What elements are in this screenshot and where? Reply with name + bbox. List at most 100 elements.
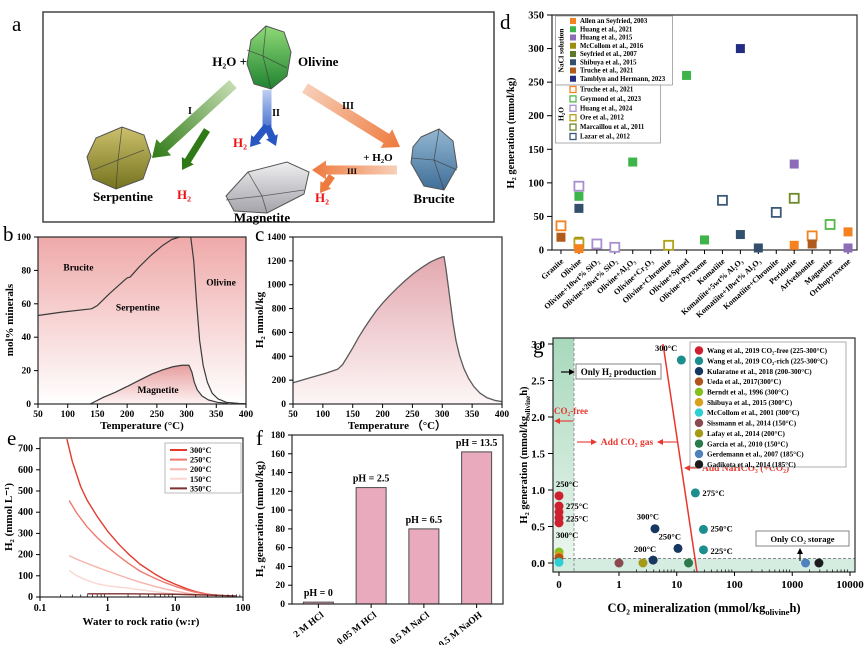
legend-entry-label: McCollom et al., 2001 (300°C) <box>707 409 800 417</box>
region-label: Serpentine <box>116 303 160 313</box>
y-tick-label: 20 <box>276 581 286 591</box>
legend-swatch <box>694 439 704 448</box>
x-axis-label: Water to rock ratio (w:r) <box>83 616 200 628</box>
y-tick-label: 40 <box>22 333 32 343</box>
scatter-point <box>698 545 708 555</box>
arrow-head <box>657 439 663 445</box>
legend-swatch <box>569 123 577 131</box>
legend-entry-label: Ore et al., 2012 <box>580 115 624 122</box>
point-temperature-label: 250°C <box>659 531 681 541</box>
legend-swatch <box>694 429 704 438</box>
panel-c-chart: 50 100 150 200 250 300 350 400 0 200 400 600 800 1000… <box>254 233 509 432</box>
boundary-curve <box>190 236 247 405</box>
boundary-curve <box>90 364 229 405</box>
x-tick-label: 300 <box>179 410 194 420</box>
legend-group: H₂O Truche et al., 2021 Geymond et al., 20… <box>555 84 661 144</box>
y-tick-label: 350 <box>528 11 544 22</box>
legend-entry-label: Shibuya et al., 2015 (300°C) <box>707 399 793 407</box>
legend-entry-label: Huang et al., 2015 <box>580 35 633 42</box>
point-temperature-label: 275°C <box>702 488 724 498</box>
legend-swatch <box>570 26 576 33</box>
only-storage-band <box>553 558 855 572</box>
y-axis-label: mol% minerals <box>4 283 16 356</box>
legend-box <box>164 442 242 494</box>
legend-entry-label: Ueda et al., 2017(300°C) <box>707 378 782 386</box>
magnetite-label: Magnetite <box>234 210 291 225</box>
scatter-point <box>789 159 799 169</box>
panel-e-chart: 0.1 1 10 100 0 100 200 300 400 500 600 700 300°C250°… <box>3 437 251 628</box>
arrow <box>302 83 400 148</box>
x-tick-label: 100 <box>61 410 76 420</box>
plot-frame <box>292 236 503 405</box>
x-tick-label: 1000 <box>781 579 804 591</box>
h2-label: H₂ <box>315 190 329 205</box>
x-tick-label: 10 <box>170 603 180 614</box>
scatter-point <box>788 192 800 204</box>
y-tick-label: 600 <box>272 328 287 338</box>
region-label: Magnetite <box>137 386 178 396</box>
point-temperature-label: 250°C <box>556 479 578 489</box>
panel-b-chart: 50 100 150 200 250 300 350 400 0 20 40 60 80 100 Bruci… <box>4 233 253 432</box>
legend: Wang et al., 2019 CO₂-free (225-300°C) Wa… <box>689 341 847 469</box>
legend-entry-label: Marcaillou et al., 2011 <box>580 124 645 131</box>
scatter-point <box>814 558 824 568</box>
only-storage-label: Only CO₂ storage <box>771 534 835 544</box>
legend-swatch <box>570 18 576 24</box>
y-tick-label: 500 <box>18 486 33 497</box>
legend-entry-label: Gadikota et al., 2014 (185°C) <box>707 461 796 469</box>
y-tick-label: 100 <box>17 233 32 243</box>
legend-entry-label: 300°C <box>190 446 212 455</box>
scatter-point <box>648 555 658 565</box>
arrow <box>262 90 272 132</box>
x-tick-label: 350 <box>209 410 224 420</box>
x-tick-label: 200 <box>375 410 390 420</box>
legend-entry-label: Wang et al., 2019 CO₂-free (225-300°C) <box>707 347 828 355</box>
add-nahco3-label: Add NaHCO₃ (+CO₂) <box>702 463 789 474</box>
x-tick-label: 1 <box>105 603 110 614</box>
scatter-point <box>843 243 853 253</box>
arrow <box>181 128 210 170</box>
scatter-point <box>574 191 584 201</box>
legend-swatch <box>694 460 704 469</box>
y-tick-label: 60 <box>276 544 286 554</box>
arrow-head <box>797 548 803 554</box>
legend-swatch <box>569 132 577 141</box>
x-axis-label: Temperature （°C） <box>348 419 446 432</box>
y-tick-label: 300 <box>528 44 544 55</box>
nahco3-divider-line <box>662 343 698 573</box>
point-temperature-label: 225°C <box>710 546 732 556</box>
panel-letter-f: f <box>256 426 263 450</box>
scatter-point <box>676 355 686 365</box>
y-axis-label: H₂ (mmol L⁻¹) <box>3 483 15 551</box>
scatter-point <box>843 227 853 237</box>
scatter-point <box>753 243 763 253</box>
legend-entry-label: Sissmann et al., 2014 (150°C) <box>707 420 797 428</box>
x-tick-label: 150 <box>346 410 361 420</box>
x-category-label: 2 M HCl <box>292 610 326 640</box>
arrow-head <box>591 439 597 445</box>
y-tick-label: 180 <box>271 431 286 441</box>
y-tick-label: 160 <box>271 450 286 460</box>
y-tick-label: 1400 <box>267 233 286 243</box>
panel-letter-b: b <box>3 222 14 246</box>
x-axis-label: CO₂ mineralization (mmol/kgolivineh) <box>607 601 800 617</box>
scatter-point <box>735 44 745 54</box>
pathway-iii-label: III <box>342 101 354 112</box>
h2-label: H₂ <box>177 187 191 202</box>
x-tick-label: 400 <box>495 410 510 420</box>
legend-entry-label: Huang et al., 2021 <box>580 26 633 33</box>
brucite-label: Brucite <box>413 191 454 206</box>
y-axis-label: H₂ generation (mmol/kgolivineh) <box>519 386 532 524</box>
scatter-point <box>801 558 811 568</box>
y-tick-label: 1.0 <box>531 485 545 497</box>
x-tick-label: 100 <box>316 410 331 420</box>
point-temperature-label: 300°C <box>655 343 677 353</box>
legend-swatch <box>694 398 704 407</box>
y-tick-label: 0.0 <box>531 558 545 570</box>
x-tick-label: 0 <box>556 579 562 591</box>
scatter-point <box>554 491 564 501</box>
